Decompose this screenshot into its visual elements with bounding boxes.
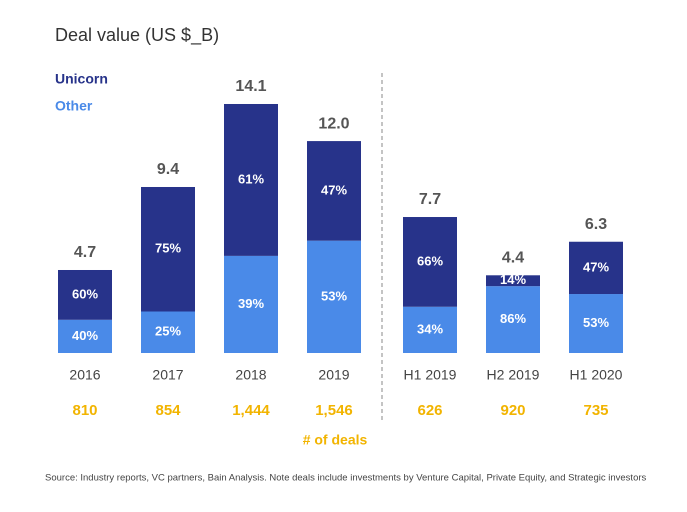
total-label: 9.4 [157,161,179,178]
segment-label: 75% [155,241,181,256]
bar-segment [569,241,623,295]
source-note: Source: Industry reports, VC partners, B… [45,473,647,484]
deal-count: 854 [155,402,181,419]
segment-label: 47% [321,182,347,197]
deal-count: 920 [500,402,525,419]
segment-label: 86% [500,311,526,326]
segment-label: 40% [72,328,98,343]
bar-segment [141,186,195,312]
x-tick-label: 2017 [152,367,183,383]
deal-count: 810 [72,402,97,419]
deal-count: 735 [583,402,608,419]
x-tick-label: H1 2019 [404,367,457,383]
bar-segment [569,294,623,353]
deal-count: 1,444 [232,402,270,419]
bar-segment [58,269,112,320]
segment-label: 34% [417,321,443,336]
legend-other: Other [55,98,93,114]
segment-label: 39% [238,296,264,311]
legend-unicorn: Unicorn [55,71,108,87]
bar-segment [307,141,361,241]
x-tick-label: H1 2020 [570,367,623,383]
deals-label: # of deals [303,432,368,448]
total-label: 6.3 [585,216,607,233]
bar-segment [58,319,112,353]
bar-segment [224,103,278,256]
bar-segment [403,306,457,353]
chart-title: Deal value (US $_B) [55,25,219,46]
x-tick-label: H2 2019 [487,367,540,383]
segment-label: 60% [72,286,98,301]
total-label: 4.7 [74,244,96,261]
segment-label: 47% [583,259,609,274]
bar-segment [141,311,195,353]
total-label: 7.7 [419,191,441,208]
segment-label: 61% [238,171,264,186]
bar-segment [403,217,457,307]
segment-label: 53% [583,315,609,330]
segment-label: 66% [417,253,443,268]
x-tick-label: 2016 [69,367,100,383]
total-label: 4.4 [502,250,524,267]
segment-label: 14% [500,272,526,287]
bar-segment [486,275,540,287]
bar-segment [224,255,278,353]
bar-segment [486,286,540,353]
x-tick-label: 2018 [235,367,266,383]
deal-count: 1,546 [315,402,353,419]
segment-label: 25% [155,324,181,339]
deal-count: 626 [417,402,442,419]
total-label: 14.1 [235,78,266,95]
bar-segment [307,240,361,353]
segment-label: 53% [321,288,347,303]
total-label: 12.0 [318,115,349,132]
x-tick-label: 2019 [318,367,349,383]
